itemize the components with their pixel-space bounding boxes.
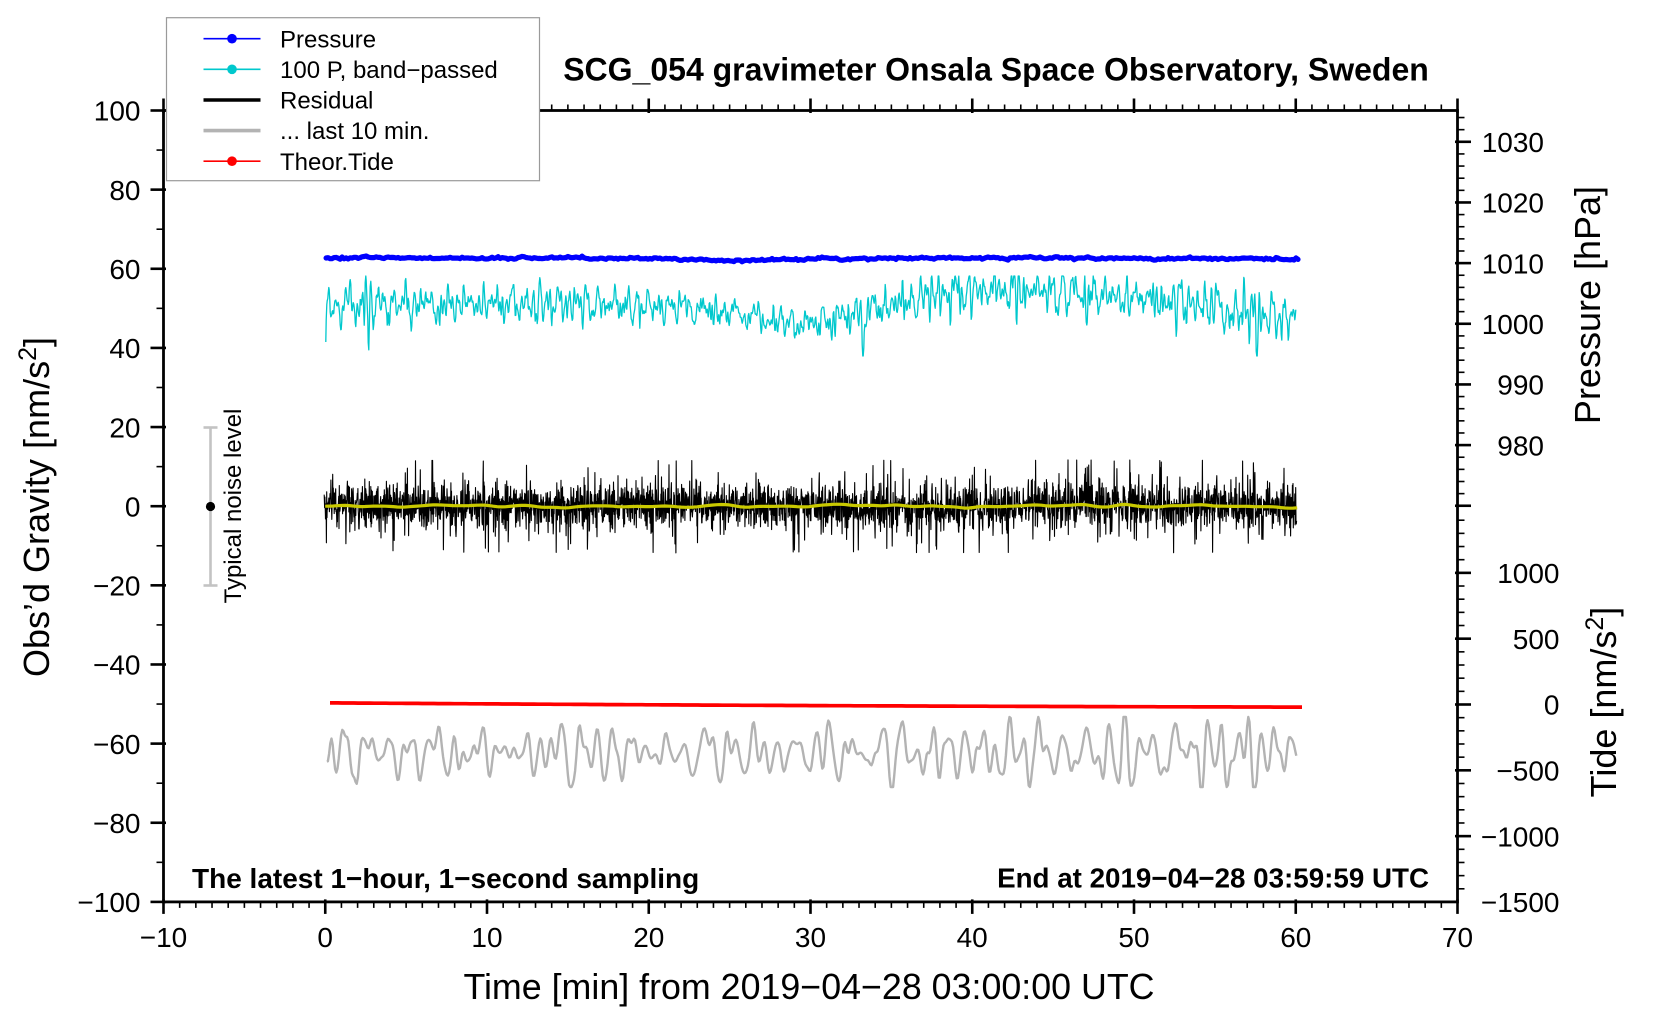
svg-text:−80: −80 bbox=[93, 808, 141, 839]
svg-text:0: 0 bbox=[125, 491, 141, 522]
svg-text:Pressure: Pressure bbox=[280, 26, 376, 53]
svg-text:−1500: −1500 bbox=[1481, 887, 1560, 918]
svg-text:30: 30 bbox=[795, 922, 826, 953]
svg-text:Residual: Residual bbox=[280, 88, 373, 115]
svg-text:Pressure [hPa]: Pressure [hPa] bbox=[1567, 186, 1608, 424]
svg-text:... last 10 min.: ... last 10 min. bbox=[280, 118, 429, 145]
svg-text:The latest 1−hour, 1−second sa: The latest 1−hour, 1−second sampling bbox=[192, 863, 699, 894]
svg-text:40: 40 bbox=[109, 333, 140, 364]
svg-text:End at 2019−04−28 03:59:59 UTC: End at 2019−04−28 03:59:59 UTC bbox=[997, 863, 1429, 894]
svg-text:−10: −10 bbox=[140, 922, 188, 953]
svg-text:−20: −20 bbox=[93, 571, 141, 602]
svg-text:70: 70 bbox=[1442, 922, 1473, 953]
svg-text:500: 500 bbox=[1513, 624, 1560, 655]
svg-text:80: 80 bbox=[109, 175, 140, 206]
svg-text:100 P, band−passed: 100 P, band−passed bbox=[280, 57, 498, 84]
svg-text:60: 60 bbox=[109, 254, 140, 285]
svg-text:0: 0 bbox=[1544, 690, 1560, 721]
svg-text:1000: 1000 bbox=[1482, 309, 1544, 340]
svg-text:10: 10 bbox=[471, 922, 502, 953]
svg-text:20: 20 bbox=[633, 922, 664, 953]
svg-text:Typical noise level: Typical noise level bbox=[220, 409, 247, 604]
svg-text:100: 100 bbox=[94, 96, 141, 127]
svg-text:20: 20 bbox=[109, 412, 140, 443]
svg-text:−1000: −1000 bbox=[1481, 821, 1560, 852]
svg-text:Time [min] from 2019−04−28 03:: Time [min] from 2019−04−28 03:00:00 UTC bbox=[463, 967, 1154, 1007]
svg-text:980: 980 bbox=[1497, 430, 1544, 461]
svg-text:−60: −60 bbox=[93, 729, 141, 760]
svg-text:40: 40 bbox=[957, 922, 988, 953]
svg-text:1010: 1010 bbox=[1482, 248, 1544, 279]
svg-text:−40: −40 bbox=[93, 650, 141, 681]
svg-text:1020: 1020 bbox=[1482, 188, 1544, 219]
svg-text:60: 60 bbox=[1280, 922, 1311, 953]
svg-text:Theor.Tide: Theor.Tide bbox=[280, 149, 394, 176]
svg-text:50: 50 bbox=[1118, 922, 1149, 953]
svg-text:Tide [nm/s2]: Tide [nm/s2] bbox=[1581, 607, 1624, 798]
svg-text:−500: −500 bbox=[1496, 756, 1559, 787]
svg-text:0: 0 bbox=[317, 922, 333, 953]
svg-text:1030: 1030 bbox=[1482, 127, 1544, 158]
svg-text:−100: −100 bbox=[77, 887, 140, 918]
svg-text:SCG_054 gravimeter Onsala Spac: SCG_054 gravimeter Onsala Space Observat… bbox=[563, 52, 1429, 88]
svg-text:1000: 1000 bbox=[1497, 558, 1559, 589]
svg-text:990: 990 bbox=[1497, 370, 1544, 401]
svg-text:Obs’d Gravity [nm/s2]: Obs’d Gravity [nm/s2] bbox=[14, 337, 57, 677]
